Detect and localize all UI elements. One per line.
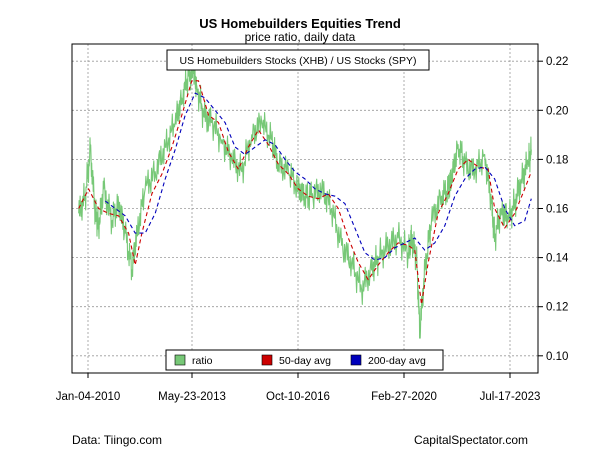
x-tick-label: Feb-27-2020 xyxy=(371,391,437,403)
legend-swatch-50-day-avg xyxy=(261,354,273,366)
series-ratio-line xyxy=(78,56,532,339)
axis-layer: 0.10 0.12 0.14 0.16 0.18 0.20 0.22 Jan-04-2010 M… xyxy=(56,56,569,403)
series-layer xyxy=(78,56,532,339)
legend-frame xyxy=(165,349,444,371)
x-tick-label: Jul-17-2023 xyxy=(480,391,541,403)
y-tick-label: 0.20 xyxy=(546,105,568,117)
y-tick-label: 0.22 xyxy=(546,56,568,68)
legend-label-200-day-avg: 200-day avg xyxy=(368,355,426,367)
legend: ratio 50-day avg 200-day avg xyxy=(165,349,444,371)
y-tick-label: 0.14 xyxy=(546,253,569,265)
grid-layer xyxy=(72,44,538,373)
y-tick-label: 0.18 xyxy=(546,154,568,166)
legend-swatch-ratio xyxy=(174,354,186,366)
series-50-day-avg-line xyxy=(78,80,532,305)
legend-label-50-day-avg: 50-day avg xyxy=(279,355,331,367)
y-tick-label: 0.16 xyxy=(546,204,568,216)
credit-note: CapitalSpectator.com xyxy=(413,433,528,447)
x-tick-label: Oct-10-2016 xyxy=(266,391,330,403)
y-tick-label: 0.10 xyxy=(546,351,568,363)
legend-swatch-200-day-avg xyxy=(350,354,362,366)
annotation-text: US Homebuilders Stocks (XHB) / US Stocks… xyxy=(180,55,417,67)
x-tick-label: Jan-04-2010 xyxy=(56,391,121,403)
legend-label-ratio: ratio xyxy=(192,355,213,367)
chart-subtitle: price ratio, daily data xyxy=(244,30,356,44)
chart-title: US Homebuilders Equities Trend xyxy=(199,16,401,31)
annotation-box: US Homebuilders Stocks (XHB) / US Stocks… xyxy=(166,49,430,71)
x-tick-label: May-23-2013 xyxy=(158,391,226,403)
series-200-day-avg-line xyxy=(104,92,532,261)
data-source-note: Data: Tiingo.com xyxy=(72,433,163,447)
y-tick-label: 0.12 xyxy=(546,302,568,314)
